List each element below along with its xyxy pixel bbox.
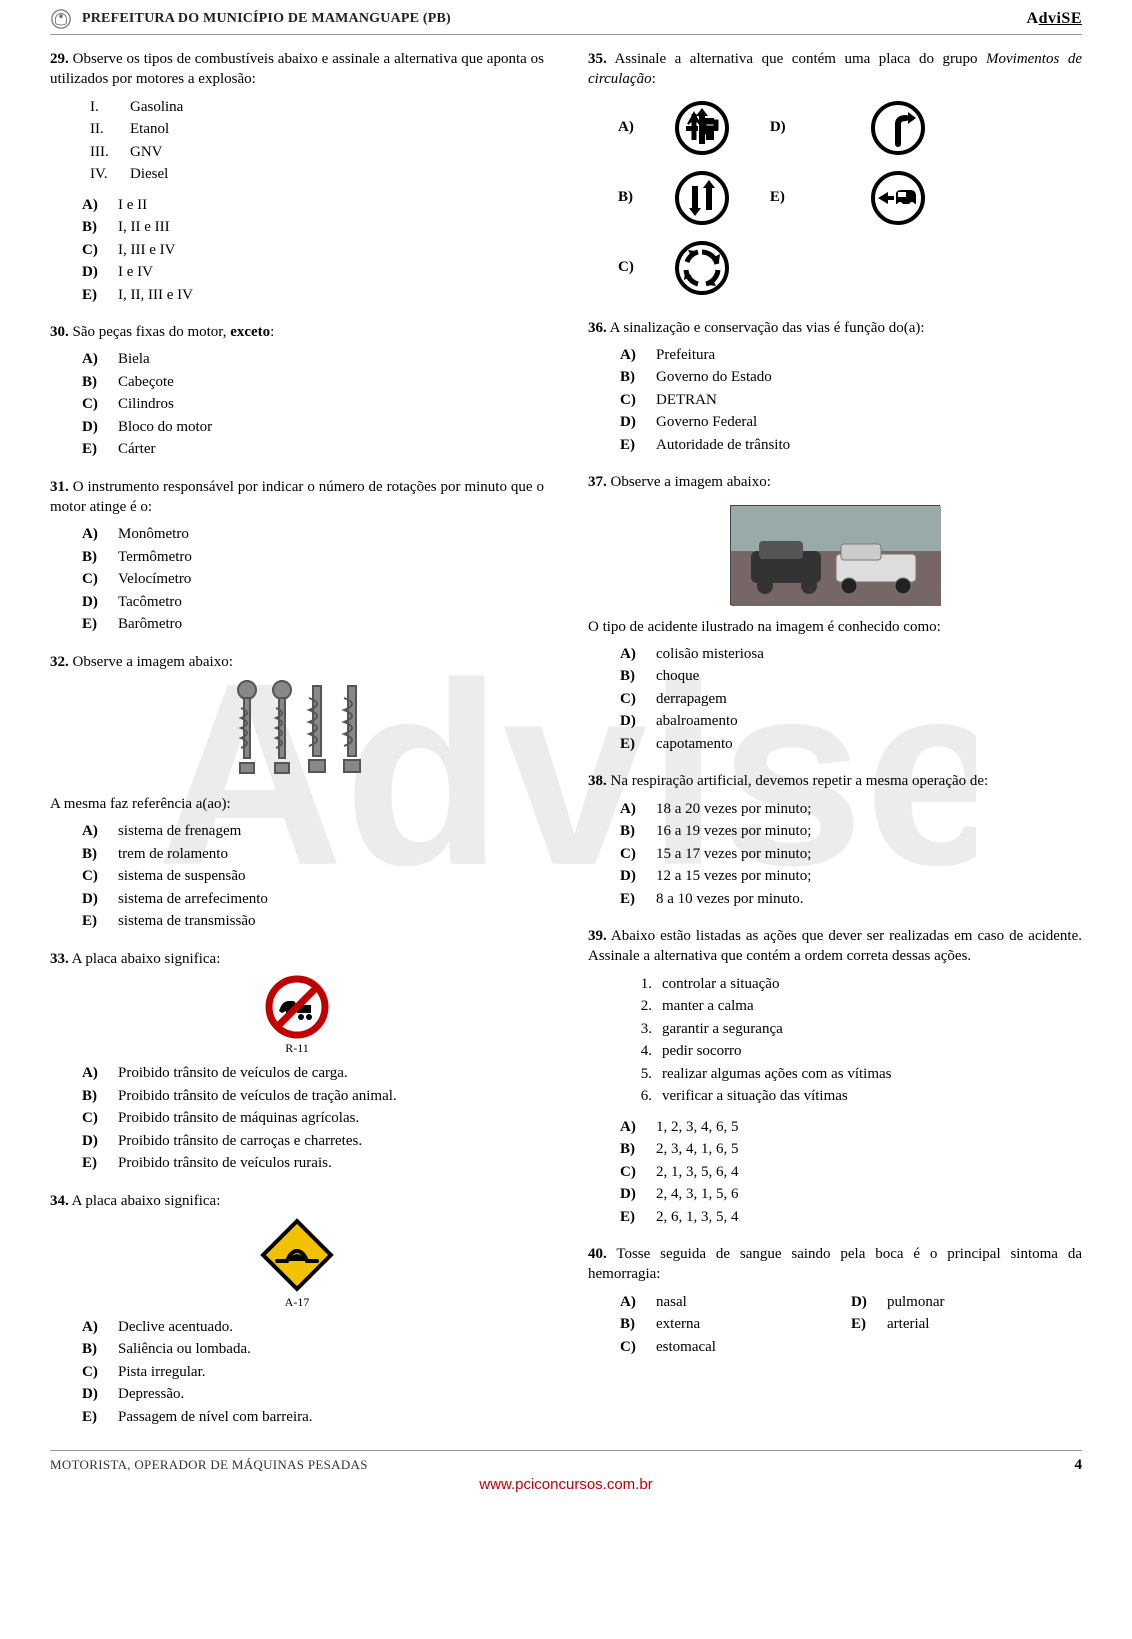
- sign-a-icon: [674, 100, 730, 156]
- question-33: 33. A placa abaixo significa: R-11: [50, 949, 544, 1175]
- footer-page: 4: [1075, 1457, 1083, 1474]
- q31-options: A)Monômetro B)Termômetro C)Velocímetro D…: [50, 523, 544, 636]
- question-32: 32. Observe a imagem abaixo:: [50, 652, 544, 933]
- q30-options: A)Biela B)Cabeçote C)Cilindros D)Bloco d…: [50, 348, 544, 461]
- q37-options: A)colisão misteriosa B)choque C)derrapag…: [588, 643, 1082, 756]
- page-footer: MOTORISTA, OPERADOR DE MÁQUINAS PESADAS …: [50, 1450, 1082, 1474]
- q39-options: A)1, 2, 3, 4, 6, 5 B)2, 3, 4, 1, 6, 5 C)…: [588, 1116, 1082, 1229]
- q35-label-b: B): [618, 189, 634, 206]
- sign-d-icon: [870, 100, 926, 156]
- sign-a17-caption: A-17: [285, 1295, 310, 1310]
- q29-roman-list: I.Gasolina II.Etanol III.GNV IV.Diesel: [50, 96, 544, 186]
- question-35: 35. Assinale a alternativa que contém um…: [588, 49, 1082, 302]
- footer-url: www.pciconcursos.com.br: [50, 1476, 1082, 1493]
- footer-role: MOTORISTA, OPERADOR DE MÁQUINAS PESADAS: [50, 1457, 368, 1474]
- sign-b-icon: [674, 170, 730, 226]
- sign-e-icon: [870, 170, 926, 226]
- sign-r11-icon: [265, 975, 329, 1039]
- q36-options: A)Prefeitura B)Governo do Estado C)DETRA…: [588, 344, 1082, 457]
- q35-label-c: C): [618, 259, 634, 276]
- right-column: 35. Assinale a alternativa que contém um…: [588, 49, 1082, 1428]
- q34-options: A)Declive acentuado. B)Saliência ou lomb…: [50, 1316, 544, 1429]
- crest-icon: [50, 8, 72, 30]
- question-39: 39. Abaixo estão listadas as ações que d…: [588, 926, 1082, 1228]
- question-37: 37. Observe a imagem abaixo:: [588, 472, 1082, 755]
- q32-options: A)sistema de frenagem B)trem de rolament…: [50, 820, 544, 933]
- question-34: 34. A placa abaixo significa: A-17 A)Dec…: [50, 1191, 544, 1429]
- sign-a17-icon: [259, 1217, 335, 1293]
- page-header: PREFEITURA DO MUNICÍPIO DE MAMANGUAPE (P…: [50, 0, 1082, 35]
- q38-options: A)18 a 20 vezes por minuto; B)16 a 19 ve…: [588, 798, 1082, 911]
- q40-options: A)nasal D)pulmonar B)externa E)arterial …: [588, 1291, 1082, 1359]
- q35-label-e: E): [770, 189, 830, 206]
- suspension-image: [217, 678, 377, 788]
- question-31: 31. O instrumento responsável por indica…: [50, 477, 544, 636]
- sign-r11-caption: R-11: [285, 1041, 309, 1056]
- question-40: 40. Tosse seguida de sangue saindo pela …: [588, 1244, 1082, 1358]
- accident-photo: [730, 505, 940, 605]
- question-38: 38. Na respiração artificial, devemos re…: [588, 771, 1082, 910]
- question-30: 30. São peças fixas do motor, exceto: A)…: [50, 322, 544, 461]
- q35-label-a: A): [618, 119, 634, 136]
- left-column: 29. Observe os tipos de combustíveis aba…: [50, 49, 544, 1428]
- question-36: 36. A sinalização e conservação das vias…: [588, 318, 1082, 457]
- brand-logo: AdviSE: [1027, 10, 1082, 28]
- q33-options: A)Proibido trânsito de veículos de carga…: [50, 1062, 544, 1175]
- q39-steps: 1.controlar a situação 2.manter a calma …: [588, 973, 1082, 1108]
- q35-label-d: D): [770, 119, 830, 136]
- sign-c-icon: [674, 240, 730, 296]
- question-29: 29. Observe os tipos de combustíveis aba…: [50, 49, 544, 306]
- q29-options: A)I e II B)I, II e III C)I, III e IV D)I…: [50, 194, 544, 307]
- q35-sign-grid: A): [618, 100, 1082, 296]
- header-title: PREFEITURA DO MUNICÍPIO DE MAMANGUAPE (P…: [82, 11, 451, 27]
